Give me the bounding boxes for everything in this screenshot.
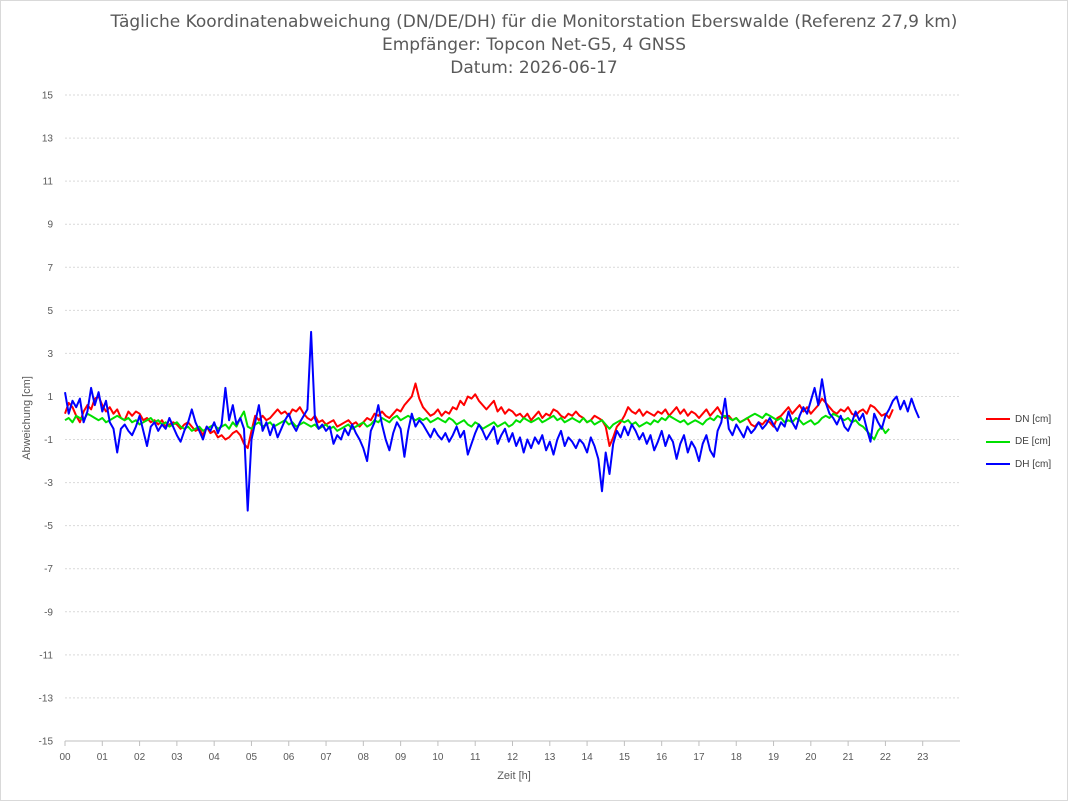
x-tick-label: 06 bbox=[283, 752, 295, 763]
x-tick-label: 18 bbox=[731, 752, 743, 763]
legend-swatch-dn bbox=[986, 418, 1010, 421]
y-tick-label: 5 bbox=[47, 306, 53, 317]
series-line-de bbox=[64, 410, 890, 441]
x-axis-ticks: 00 01 02 03 04 05 06 07 08 09 10 11 12 13 14 15 16 17 18 19… bbox=[59, 741, 929, 763]
legend: DN [cm] DE [cm] DH [cm] bbox=[986, 408, 1051, 476]
chart-subtitle: Empfänger: Topcon Net-G5, 4 GNSS bbox=[381, 35, 687, 55]
y-tick-label: 1 bbox=[47, 392, 53, 403]
series-lines bbox=[64, 330, 920, 512]
x-tick-label: 01 bbox=[97, 752, 109, 763]
x-tick-label: 15 bbox=[619, 752, 631, 763]
legend-label-dh: DH [cm] bbox=[1015, 458, 1052, 470]
chart-date: Datum: 2026-06-17 bbox=[450, 58, 618, 78]
grid-lines bbox=[65, 94, 960, 742]
y-axis-ticks: 15 13 11 9 7 5 3 1 -1 -3 -5 -7 -9 -11 -13 -15 bbox=[39, 91, 54, 748]
legend-item-dh: DH [cm] bbox=[986, 453, 1051, 476]
y-axis-title: Abweichung [cm] bbox=[21, 376, 33, 460]
x-tick-label: 09 bbox=[395, 752, 407, 763]
x-tick-label: 05 bbox=[246, 752, 258, 763]
y-tick-label: -11 bbox=[39, 650, 53, 661]
x-tick-label: 03 bbox=[171, 752, 183, 763]
x-tick-label: 19 bbox=[768, 752, 780, 763]
x-tick-label: 04 bbox=[209, 752, 221, 763]
y-tick-label: -13 bbox=[39, 693, 54, 704]
legend-swatch-de bbox=[986, 440, 1010, 443]
y-tick-label: -15 bbox=[39, 737, 54, 748]
y-tick-label: 11 bbox=[43, 177, 54, 188]
x-tick-label: 17 bbox=[693, 752, 705, 763]
series-line-dn bbox=[64, 382, 894, 450]
series-line-dh bbox=[64, 330, 920, 512]
legend-item-dn: DN [cm] bbox=[986, 408, 1051, 431]
x-axis-title: Zeit [h] bbox=[497, 770, 531, 782]
x-tick-label: 12 bbox=[507, 752, 519, 763]
y-tick-label: 13 bbox=[42, 134, 54, 145]
legend-item-de: DE [cm] bbox=[986, 431, 1051, 454]
x-tick-label: 00 bbox=[59, 752, 71, 763]
x-tick-label: 11 bbox=[470, 752, 481, 763]
y-tick-label: 3 bbox=[47, 349, 53, 360]
x-tick-label: 20 bbox=[805, 752, 817, 763]
y-tick-label: 7 bbox=[47, 263, 53, 274]
x-tick-label: 13 bbox=[544, 752, 556, 763]
x-tick-label: 21 bbox=[843, 752, 855, 763]
y-tick-label: -7 bbox=[44, 564, 53, 575]
y-tick-label: 15 bbox=[42, 91, 54, 102]
y-tick-label: -3 bbox=[44, 478, 53, 489]
y-tick-label: 9 bbox=[47, 220, 53, 231]
x-tick-label: 08 bbox=[358, 752, 370, 763]
x-tick-label: 02 bbox=[134, 752, 146, 763]
y-tick-label: -5 bbox=[44, 521, 53, 532]
chart-title: Tägliche Koordinatenabweichung (DN/DE/DH… bbox=[110, 12, 958, 32]
x-tick-label: 16 bbox=[656, 752, 668, 763]
x-tick-label: 07 bbox=[320, 752, 332, 763]
legend-label-de: DE [cm] bbox=[1015, 436, 1051, 448]
x-tick-label: 22 bbox=[880, 752, 892, 763]
y-tick-label: -1 bbox=[44, 435, 53, 446]
x-tick-label: 10 bbox=[432, 752, 444, 763]
legend-swatch-dh bbox=[986, 463, 1010, 466]
y-tick-label: -9 bbox=[44, 607, 53, 618]
legend-label-dn: DN [cm] bbox=[1015, 413, 1052, 425]
x-tick-label: 23 bbox=[917, 752, 929, 763]
x-tick-label: 14 bbox=[582, 752, 594, 763]
